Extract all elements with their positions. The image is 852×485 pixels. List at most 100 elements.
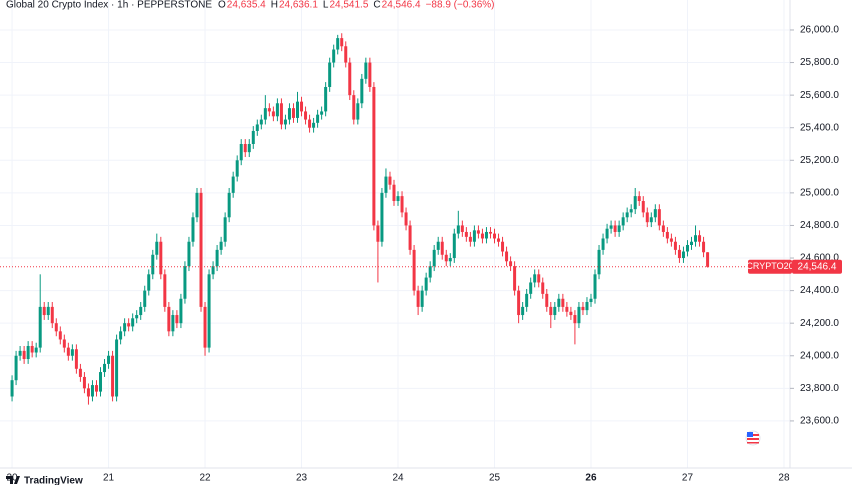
y-tick-label: 25,600.0 xyxy=(800,90,839,101)
candle-body xyxy=(291,108,295,118)
candle-body xyxy=(673,241,677,250)
candle-body xyxy=(316,114,320,123)
candle-body xyxy=(86,388,90,397)
candle-body xyxy=(352,95,356,120)
candle-body xyxy=(58,331,62,340)
y-tick-label: 23,600.0 xyxy=(800,416,839,427)
candle-body xyxy=(621,217,625,226)
price-name-box xyxy=(748,259,792,274)
candle-body xyxy=(263,108,267,120)
candle-body xyxy=(279,103,283,125)
y-tick-label: 24,200.0 xyxy=(800,318,839,329)
x-tick-label: 21 xyxy=(103,473,115,484)
candle-body xyxy=(380,192,384,242)
candle-body xyxy=(131,318,135,327)
candle-body xyxy=(171,315,175,332)
candle-body xyxy=(633,196,637,210)
candle-body xyxy=(151,254,155,275)
candle-body xyxy=(706,252,710,267)
candle-body xyxy=(549,306,553,316)
candle-body xyxy=(653,209,657,218)
candle-body xyxy=(18,350,22,356)
candle-body xyxy=(94,385,98,392)
ohlc-key: H xyxy=(271,0,278,11)
candle-body xyxy=(690,241,694,245)
candle-body xyxy=(328,62,332,87)
candle-body xyxy=(103,363,107,373)
candle-body xyxy=(22,350,26,360)
candle-body xyxy=(698,235,702,242)
candle-body xyxy=(384,176,388,193)
flag-icon xyxy=(745,430,761,446)
x-tick-label: 22 xyxy=(199,473,211,484)
candle-body xyxy=(501,241,505,252)
candle-body xyxy=(271,111,275,117)
candle-body xyxy=(215,249,219,267)
candle-body xyxy=(203,306,207,348)
candle-body xyxy=(565,306,569,312)
candle-body xyxy=(589,298,593,303)
candle-body xyxy=(537,274,541,283)
candle-body xyxy=(123,323,127,332)
candle-body xyxy=(629,209,633,213)
y-tick-label: 24,600.0 xyxy=(800,253,839,264)
candle-body xyxy=(460,225,464,232)
x-tick-label: 28 xyxy=(778,473,790,484)
candle-body xyxy=(139,306,143,316)
candle-body xyxy=(115,339,119,397)
candle-body xyxy=(669,238,673,242)
candles xyxy=(10,33,710,405)
candle-body xyxy=(557,298,561,307)
candle-body xyxy=(404,212,408,226)
candle-body xyxy=(661,225,665,232)
candle-body xyxy=(332,49,336,63)
candle-body xyxy=(368,62,372,87)
candle-body xyxy=(159,241,163,275)
candle-body xyxy=(428,266,432,278)
candle-body xyxy=(497,238,501,242)
candle-body xyxy=(90,385,94,397)
candle-body xyxy=(324,86,328,112)
candle-body xyxy=(649,217,653,223)
brand: TradingView xyxy=(6,476,83,485)
candle-body xyxy=(408,225,412,250)
candle-body xyxy=(577,306,581,324)
candle-body xyxy=(641,201,645,213)
candle-body xyxy=(569,311,573,316)
candle-body xyxy=(529,282,533,294)
candle-body xyxy=(356,103,360,120)
candle-body xyxy=(493,233,497,239)
candle-body xyxy=(585,302,589,311)
candle-body xyxy=(308,119,312,128)
candle-body xyxy=(135,315,139,319)
candle-body xyxy=(191,217,195,242)
candle-body xyxy=(34,347,38,353)
brand-text: TradingView xyxy=(24,476,83,485)
candle-body xyxy=(601,238,605,250)
candle-body xyxy=(10,380,14,397)
x-tick-label: 23 xyxy=(296,473,308,484)
candle-body xyxy=(275,103,279,117)
candle-body xyxy=(645,212,649,223)
candle-body xyxy=(147,274,151,291)
candle-body xyxy=(452,233,456,259)
candle-body xyxy=(448,258,452,262)
candle-body xyxy=(476,230,480,234)
candle-body xyxy=(677,249,681,259)
candle-body xyxy=(163,274,167,307)
candle-body xyxy=(444,254,448,262)
candle-body xyxy=(513,266,517,291)
candle-body xyxy=(360,78,364,104)
candle-body xyxy=(127,323,131,327)
candle-body xyxy=(702,241,706,253)
candle-body xyxy=(637,196,641,202)
candle-body xyxy=(517,290,521,316)
candle-body xyxy=(167,306,171,332)
candle-body xyxy=(364,62,368,79)
candle-body xyxy=(304,111,308,120)
candle-body xyxy=(597,249,601,275)
candle-body xyxy=(179,298,183,324)
candle-body xyxy=(296,101,300,118)
